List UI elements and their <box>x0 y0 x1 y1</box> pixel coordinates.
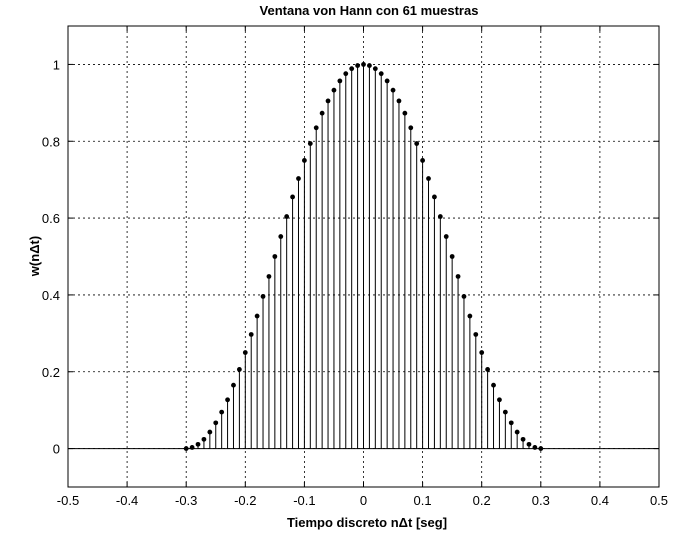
stem-marker <box>242 350 248 355</box>
x-tick-label: 0.2 <box>473 493 491 508</box>
stem-marker <box>479 350 485 355</box>
x-tick-labels: -0.5 -0.4 -0.3 -0.2 -0.1 0 0.1 0.2 0.3 0.4 0.5 <box>57 493 668 508</box>
stem-marker <box>390 87 396 93</box>
plot-frame <box>67 25 660 488</box>
stem-marker <box>260 294 266 299</box>
stem-marker <box>538 446 544 451</box>
stem-marker <box>313 125 319 131</box>
stem-marker <box>420 158 425 163</box>
stem-marker <box>278 234 284 239</box>
stem-marker <box>372 66 378 72</box>
stem-marker <box>349 66 355 72</box>
stem-marker <box>189 445 195 450</box>
stems <box>68 64 659 450</box>
x-tick-label: 0.5 <box>650 493 668 508</box>
stem-marker <box>491 382 496 388</box>
stem-marker <box>449 254 455 259</box>
stem-marker <box>514 429 520 435</box>
x-axis-label: Tiempo discreto nΔt [seg] <box>287 515 447 530</box>
stem-marker <box>225 397 230 403</box>
stem-marker <box>302 158 307 163</box>
y-tick-label: 0.2 <box>42 365 60 380</box>
stem-marker <box>248 332 254 337</box>
x-tick-label: 0.4 <box>591 493 609 508</box>
stem-marker <box>414 141 420 146</box>
stem-marker <box>455 274 461 279</box>
stem-marker <box>325 98 331 104</box>
stem-marker <box>254 313 260 319</box>
stem-marker <box>432 194 437 200</box>
y-tick-label: 0.4 <box>42 288 60 303</box>
stem-marker <box>296 176 301 181</box>
stem-marker <box>343 71 349 77</box>
stem-marker <box>290 194 295 200</box>
stem-marker <box>213 420 219 426</box>
stem-marker <box>207 429 213 435</box>
stem-marker <box>384 78 390 84</box>
x-tick-label: -0.3 <box>175 493 197 508</box>
x-tick-label: 0.1 <box>414 493 432 508</box>
y-tick-labels: 0 0.2 0.4 0.6 0.8 1 <box>42 57 60 456</box>
stem-marker <box>520 436 526 442</box>
x-tick-label: -0.1 <box>293 493 315 508</box>
stem-marker <box>367 63 372 68</box>
stem-marker <box>236 367 242 372</box>
stem-marker <box>331 87 337 93</box>
stem-marker <box>408 125 414 131</box>
x-tick-label: 0.3 <box>532 493 550 508</box>
stem-marker <box>443 234 449 239</box>
stem-marker <box>219 409 225 415</box>
stem-marker <box>437 214 443 219</box>
stem-marker <box>231 382 236 388</box>
stem-marker <box>396 98 402 104</box>
x-tick-label: -0.5 <box>57 493 79 508</box>
stem-marker <box>497 397 502 403</box>
stem-marker <box>361 62 366 67</box>
y-tick-label: 0.8 <box>42 134 60 149</box>
stem-marker <box>201 436 207 442</box>
y-tick-label: 0 <box>53 442 60 457</box>
stem-marker <box>426 176 431 181</box>
stem-marker <box>508 420 514 426</box>
stem-marker <box>307 141 313 146</box>
stem-marker <box>183 446 189 451</box>
stem-marker <box>266 274 272 279</box>
stem-marker <box>485 367 491 372</box>
stem-marker <box>402 110 408 116</box>
stem-marker <box>502 409 508 415</box>
chart-title: Ventana von Hann con 61 muestras <box>260 3 479 18</box>
stem-marker <box>378 71 384 77</box>
y-axis-label: w(nΔt) <box>27 236 42 277</box>
stem-marker <box>355 63 360 68</box>
stem-marker <box>272 254 278 259</box>
stem-marker <box>473 332 479 337</box>
stem-marker <box>319 110 325 116</box>
x-tick-label: -0.2 <box>234 493 256 508</box>
stem-marker <box>526 441 532 447</box>
y-tick-label: 0.6 <box>42 211 60 226</box>
stem-marker <box>337 78 343 84</box>
stem-marker <box>467 313 473 319</box>
stem-marker <box>461 294 467 299</box>
markers <box>183 62 544 451</box>
x-tick-label: 0 <box>360 493 367 508</box>
stem-marker <box>195 441 201 447</box>
stem-marker <box>532 445 538 450</box>
y-tick-label: 1 <box>53 57 60 72</box>
stem-marker <box>284 214 290 219</box>
x-tick-label: -0.4 <box>116 493 138 508</box>
